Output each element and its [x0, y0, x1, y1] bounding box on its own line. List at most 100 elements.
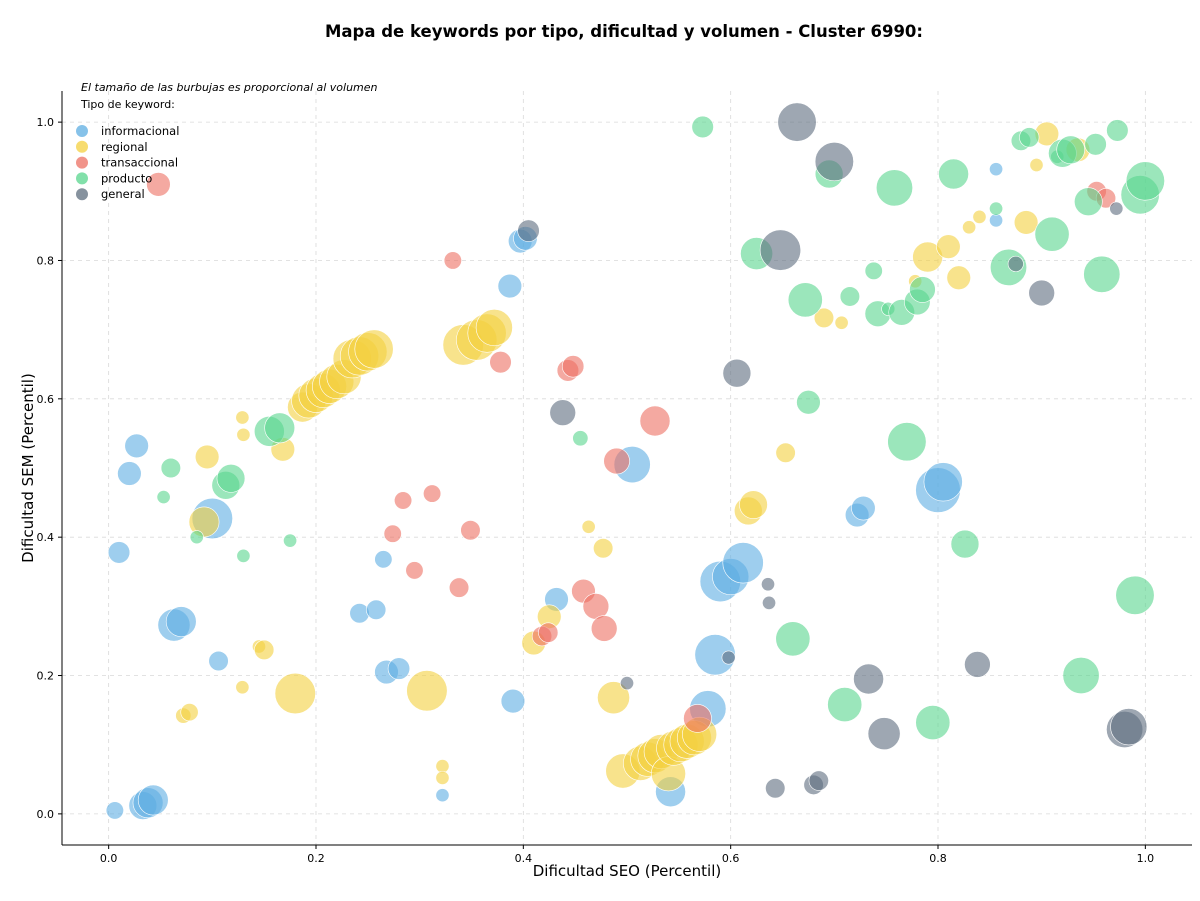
bubble-general [867, 717, 901, 751]
bubble-regional [946, 265, 971, 290]
bubble-transaccional [460, 520, 481, 541]
legend-label-informacional: informacional [101, 124, 179, 138]
x-tick-label: 0.0 [100, 852, 118, 865]
bubble-producto [216, 464, 246, 493]
legend-label-transaccional: transaccional [101, 156, 178, 170]
bubble-producto [1115, 575, 1155, 615]
bubble-producto [887, 422, 927, 462]
bubble-producto [691, 115, 714, 139]
bubble-informacional [124, 433, 149, 459]
x-tick-label: 0.4 [515, 852, 533, 865]
bubble-transaccional [683, 704, 712, 733]
bubble-transaccional [443, 251, 462, 270]
bubble-regional [972, 209, 987, 224]
bubble-general [1110, 708, 1148, 746]
bubble-transaccional [590, 615, 618, 642]
bubble-regional [1013, 210, 1039, 235]
bubble-producto [915, 705, 951, 741]
bubble-regional [593, 538, 614, 559]
bubble-transaccional [394, 491, 413, 510]
bubble-transaccional [538, 622, 559, 643]
bubble-regional [834, 315, 849, 330]
bubble-general [759, 229, 802, 271]
bubble-general [517, 219, 540, 242]
bubble-general [1007, 255, 1024, 272]
bubble-informacional [374, 550, 393, 569]
bubble-informacional [117, 461, 142, 486]
y-tick-label: 0.0 [37, 808, 55, 821]
bubble-regional [597, 681, 630, 715]
bubble-producto [989, 201, 1004, 216]
bubble-producto [864, 261, 883, 280]
legend-label-general: general [101, 187, 145, 201]
bubble-regional [236, 427, 251, 442]
bubble-general [777, 102, 817, 142]
bubble-transaccional [603, 447, 630, 475]
bubble-producto [283, 533, 298, 548]
bubble-informacional [107, 541, 131, 564]
bubble-transaccional [383, 524, 402, 543]
legend-marker-informacional [76, 125, 88, 137]
legend-marker-transaccional [76, 156, 88, 169]
y-tick-label: 1.0 [37, 116, 55, 129]
bubble-informacional [497, 273, 523, 299]
bubble-producto [1106, 119, 1129, 142]
bubble-regional [274, 672, 316, 715]
bubble-general [549, 399, 576, 426]
bubble-informacional [851, 495, 876, 521]
bubble-informacional [105, 801, 124, 820]
bubble-regional [936, 234, 961, 259]
bubble-general [722, 358, 752, 388]
bubble-producto [1034, 216, 1070, 252]
axes: 0.0 0.2 0.4 0.6 0.8 1.0 0.0 0.2 0.4 0.6 0.8 1.0 [37, 91, 1192, 865]
bubble-producto [787, 282, 823, 318]
bubble-regional [235, 410, 250, 425]
bubble-regional [581, 519, 596, 534]
bubble-general [620, 676, 634, 691]
bubble-informacional [208, 650, 229, 672]
bubble-regional [188, 506, 220, 538]
bubble-informacional [923, 462, 963, 502]
bubble-regional [254, 639, 275, 661]
bubble-regional [435, 759, 450, 774]
bubble-transaccional [405, 561, 424, 580]
x-tick-label: 0.2 [307, 852, 325, 865]
bubble-regional [180, 703, 199, 722]
bubble-producto [156, 490, 171, 505]
bubble-transaccional [423, 484, 442, 503]
bubble-informacional [366, 599, 387, 620]
bubble-informacional [722, 542, 764, 584]
bubble-informacional [989, 213, 1004, 228]
legend-marker-producto [76, 172, 88, 185]
bubble-informacional [435, 788, 450, 803]
bubble-general [721, 650, 736, 665]
legend-label-producto: producto [101, 171, 152, 185]
bubble-informacional [349, 603, 370, 624]
bubble-producto [1074, 187, 1103, 216]
x-axis-title: Dificultad SEO (Percentil) [533, 862, 722, 880]
bubble-producto [264, 412, 296, 444]
bubble-producto [1056, 135, 1086, 165]
bubble-producto [572, 430, 589, 447]
bubble-informacional [165, 606, 197, 637]
bubble-transaccional [146, 172, 171, 197]
x-tick-label: 1.0 [1137, 852, 1155, 865]
bubble-regional [775, 442, 796, 463]
bubble-producto [839, 286, 860, 307]
bubble-regional [406, 670, 448, 712]
x-tick-label: 0.6 [722, 852, 740, 865]
y-tick-label: 0.2 [37, 670, 55, 683]
bubble-transaccional [489, 351, 512, 374]
bubble-producto [938, 158, 969, 190]
bubble-regional [194, 444, 220, 470]
y-tick-label: 0.8 [37, 254, 55, 267]
bubble-general [814, 142, 854, 182]
chart-title: Mapa de keywords por tipo, dificultad y … [325, 22, 923, 41]
y-axis-title: Dificultad SEM (Percentil) [19, 373, 37, 563]
bubble-transaccional [561, 355, 585, 378]
bubble-producto [1062, 657, 1100, 695]
legend-title: Tipo de keyword: [80, 98, 175, 111]
bubble-informacional [500, 688, 526, 714]
bubble-regional [235, 680, 250, 695]
bubble-general [964, 651, 991, 678]
